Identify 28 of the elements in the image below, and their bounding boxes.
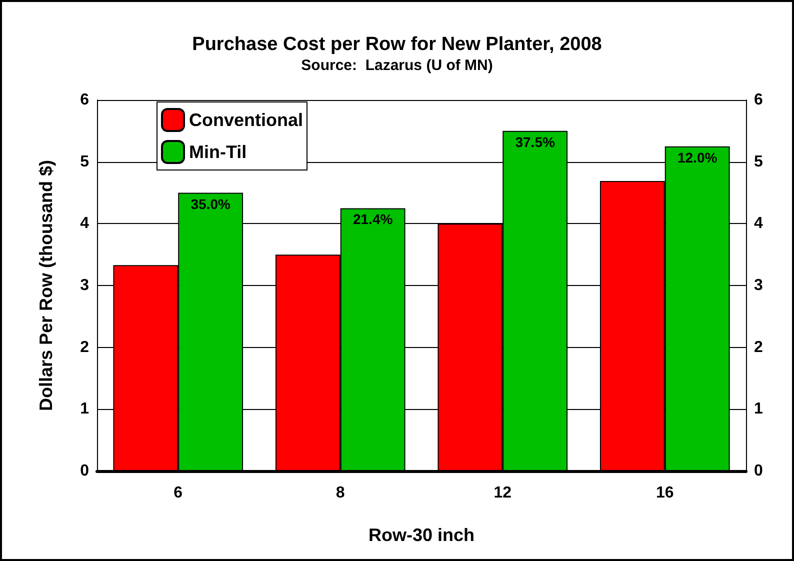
y2-tick-label: 2 (754, 338, 763, 356)
y2-tick-label: 3 (754, 277, 763, 294)
y-tick-label: 2 (80, 338, 90, 356)
y2-tick-label: 0 (754, 462, 763, 480)
x-tick-label: 6 (174, 484, 183, 502)
chart-subtitle: Source: Lazarus (U of MN) (301, 57, 493, 74)
annotation: 37.5% (515, 134, 556, 150)
y2-tick-label: 6 (754, 92, 763, 108)
y-tick-label: 1 (80, 400, 90, 418)
x-axis-title: Row-30 inch (368, 525, 475, 545)
y-tick-label: 0 (80, 462, 90, 480)
y2-tick-label: 5 (754, 153, 763, 170)
y-tick-label: 4 (80, 215, 90, 232)
x-tick-label: 16 (656, 484, 674, 502)
annotation: 21.4% (352, 211, 394, 228)
y2-tick-label: 1 (754, 400, 763, 418)
y-axis-title: Dollars Per Row (thousand $) (36, 160, 56, 412)
x-tick-label: 8 (336, 484, 345, 502)
annotation: 12.0% (677, 149, 718, 166)
y-tick-label: 6 (80, 92, 90, 108)
annotation: 35.0% (190, 196, 231, 212)
chart-title: Purchase Cost per Row for New Planter, 2008 (192, 34, 602, 55)
legend-label: Min-Til (189, 142, 247, 162)
y2-tick-label: 4 (754, 215, 763, 232)
y-tick-label: 3 (80, 277, 90, 294)
y-tick-label: 5 (80, 153, 90, 170)
x-tick-label: 12 (494, 484, 512, 502)
legend-label: Conventional (189, 110, 304, 130)
